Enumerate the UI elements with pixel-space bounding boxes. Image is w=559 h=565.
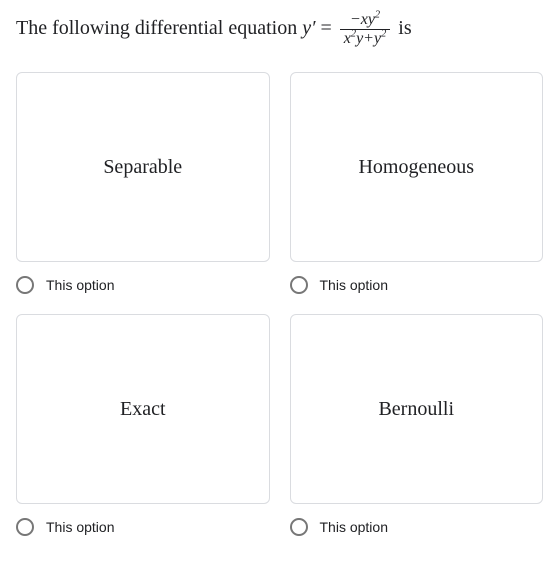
option-card-label: Bernoulli: [378, 398, 454, 421]
option-homogeneous[interactable]: Homogeneous This option: [290, 72, 544, 294]
options-grid: Separable This option Homogeneous This o…: [12, 72, 547, 536]
question-text: The following differential equation y′ =…: [12, 12, 547, 47]
fraction: −xy2 x2y+y2: [340, 12, 391, 47]
radio-icon[interactable]: [290, 276, 308, 294]
option-label: This option: [46, 277, 114, 293]
question-pretext: The following differential equation: [16, 17, 302, 39]
denominator: x2y+y2: [340, 30, 391, 47]
radio-row[interactable]: This option: [16, 518, 270, 536]
radio-icon[interactable]: [16, 518, 34, 536]
option-label: This option: [46, 519, 114, 535]
numerator: −xy2: [340, 12, 391, 30]
option-card: Homogeneous: [290, 72, 544, 262]
radio-row[interactable]: This option: [290, 276, 544, 294]
radio-icon[interactable]: [290, 518, 308, 536]
option-label: This option: [320, 519, 388, 535]
equals: =: [320, 17, 336, 39]
option-card-label: Exact: [120, 398, 166, 421]
option-card-label: Separable: [103, 156, 182, 179]
radio-row[interactable]: This option: [16, 276, 270, 294]
option-card: Separable: [16, 72, 270, 262]
equation-lhs: y′: [302, 17, 315, 39]
option-separable[interactable]: Separable This option: [16, 72, 270, 294]
option-card: Bernoulli: [290, 314, 544, 504]
option-bernoulli[interactable]: Bernoulli This option: [290, 314, 544, 536]
option-exact[interactable]: Exact This option: [16, 314, 270, 536]
radio-row[interactable]: This option: [290, 518, 544, 536]
option-card: Exact: [16, 314, 270, 504]
question-posttext: is: [398, 17, 411, 39]
option-label: This option: [320, 277, 388, 293]
radio-icon[interactable]: [16, 276, 34, 294]
option-card-label: Homogeneous: [358, 156, 474, 179]
